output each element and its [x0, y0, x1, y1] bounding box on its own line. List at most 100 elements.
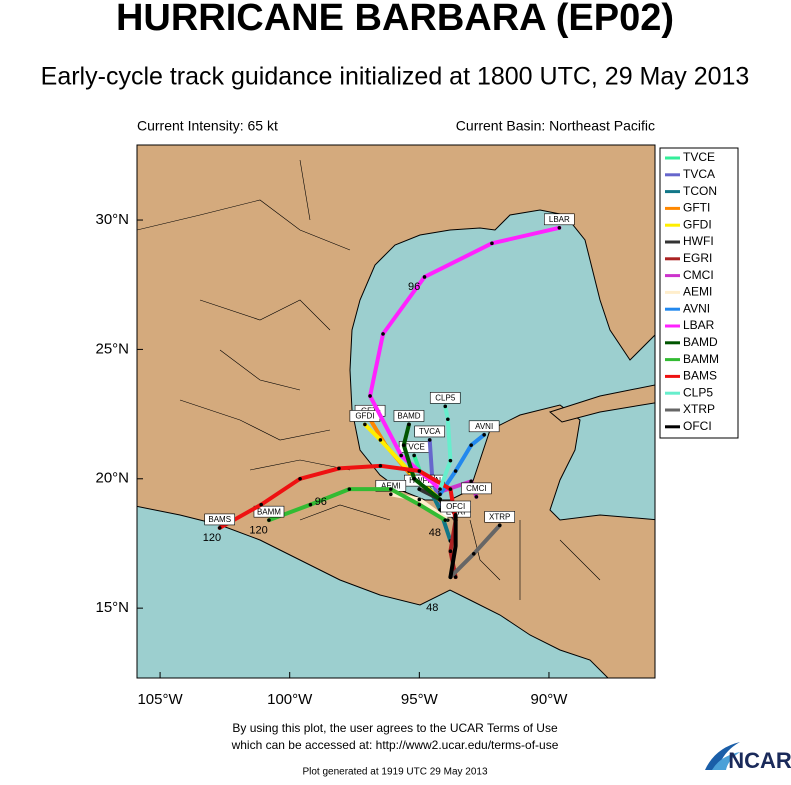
track — [438, 432, 487, 497]
y-tick-label: 20°N — [95, 470, 129, 487]
legend-label: LBAR — [683, 318, 715, 332]
legend-label: XTRP — [683, 402, 715, 416]
track-label: AEMI — [381, 481, 401, 490]
track-point — [368, 394, 372, 398]
track-label-box — [429, 392, 461, 404]
track-point — [469, 443, 473, 447]
track-point — [448, 487, 453, 491]
subtitle: Early-cycle track guidance initialized a… — [41, 63, 750, 91]
track-point — [438, 492, 442, 497]
tracks: TVCETVCATCONGFTIGFDIHWFIEGRICMCIAEMIAVNI… — [203, 213, 575, 614]
legend-label: OFCI — [683, 419, 712, 433]
legend-label: GFTI — [683, 201, 710, 215]
track-point — [453, 469, 458, 473]
track-point — [453, 513, 458, 517]
track-point — [417, 469, 422, 473]
track-point — [453, 544, 458, 548]
track-point — [438, 487, 442, 491]
track-label-box — [440, 500, 471, 513]
track-point — [363, 422, 367, 427]
intensity: Current Intensity: 65 kt — [137, 118, 278, 134]
legend-label: TVCE — [683, 150, 715, 164]
legend-label: TVCA — [683, 167, 715, 181]
track — [401, 422, 443, 502]
track-point — [427, 438, 432, 442]
track-point — [443, 518, 448, 522]
track-label: BAMS — [208, 515, 231, 524]
track-point — [417, 487, 422, 491]
track-label: TVCE — [403, 443, 424, 452]
track — [266, 487, 448, 523]
hour-label: 48 — [426, 602, 438, 614]
legend-label: HWFI — [683, 234, 714, 248]
track-label-box — [544, 213, 575, 226]
title: HURRICANE BARBARA (EP02) — [116, 0, 674, 39]
track-point — [448, 549, 453, 554]
track-point — [407, 422, 411, 427]
track-point — [267, 518, 271, 522]
x-tick-label: 100°W — [267, 691, 313, 708]
borders — [137, 159, 601, 600]
track-point — [417, 502, 422, 507]
track-point — [347, 487, 352, 491]
track-point — [446, 417, 450, 422]
legend-label: BAMM — [683, 352, 719, 366]
track-point — [389, 487, 393, 491]
track-label: OFCI — [446, 502, 465, 511]
island — [548, 384, 655, 423]
legend-label: EGRI — [683, 251, 712, 265]
track-point — [217, 526, 222, 530]
track-label: XTRP — [489, 512, 510, 521]
hour-label: 48 — [429, 527, 441, 539]
hour-label: 120 — [249, 524, 267, 536]
track-label: BAMM — [257, 507, 281, 516]
track-point — [417, 497, 422, 502]
track-label-box — [414, 425, 446, 438]
y-tick-label: 25°N — [95, 340, 129, 357]
x-tick-label: 105°W — [137, 691, 183, 708]
track-label-box — [484, 511, 516, 523]
track-label-box — [204, 513, 236, 526]
track-point — [298, 476, 302, 481]
track — [438, 404, 453, 492]
track-point — [337, 466, 341, 471]
track-point — [389, 492, 393, 497]
x-tick-label: 90°W — [531, 691, 569, 708]
track-point — [308, 502, 313, 507]
track-point — [378, 438, 383, 442]
track-point — [453, 575, 458, 579]
legend: TVCE TVCA TCON GFTI GFDI HWFI EGRI CMCI AEMI AVNI… — [659, 147, 739, 439]
legend-label: TCON — [683, 184, 717, 198]
track-label: BAMD — [397, 412, 420, 421]
track-label-box — [461, 482, 492, 495]
track-point — [448, 575, 453, 579]
track-point — [469, 479, 473, 484]
legend-label: AVNI — [683, 301, 710, 315]
logo: NCAR — [728, 748, 791, 773]
track-label: CLP5 — [435, 393, 456, 402]
track-label: CMCI — [466, 484, 486, 493]
legend-label: GFDI — [683, 217, 712, 231]
track-point — [412, 476, 416, 481]
track-point — [259, 502, 263, 507]
track-label: AVNI — [475, 422, 493, 431]
legend-label: CLP5 — [683, 385, 713, 399]
y-tick-label: 30°N — [95, 211, 129, 228]
track-point — [381, 332, 385, 336]
track-point — [497, 523, 502, 528]
track — [217, 463, 458, 530]
x-tick-label: 95°W — [401, 691, 439, 708]
hour-label: 96 — [315, 496, 327, 508]
y-tick-label: 15°N — [95, 599, 129, 616]
land — [137, 145, 655, 678]
track-point — [448, 458, 453, 463]
legend-label: AEMI — [683, 285, 712, 299]
hour-label: 120 — [203, 532, 221, 544]
track-point — [482, 432, 486, 437]
track-label: GFDI — [355, 412, 374, 421]
track-label-box — [468, 420, 500, 433]
track-point — [422, 275, 427, 279]
track-point — [474, 495, 479, 499]
track-point — [378, 464, 383, 468]
